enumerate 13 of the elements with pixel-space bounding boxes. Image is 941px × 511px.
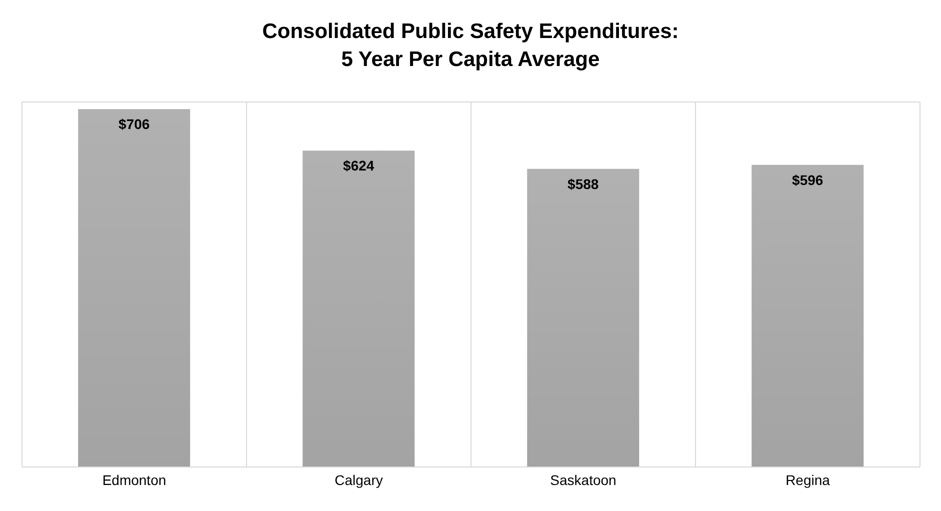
bar xyxy=(302,150,415,467)
bar xyxy=(752,164,864,467)
data-label: $624 xyxy=(343,158,374,174)
chart-title: Consolidated Public Safety Expenditures: 5 Year Per Capita Average xyxy=(261,19,680,73)
bar xyxy=(527,168,640,467)
x-tick-label: Edmonton xyxy=(102,472,166,488)
data-label: $706 xyxy=(118,116,150,132)
x-tick-label: Calgary xyxy=(334,472,383,488)
x-tick-label: Regina xyxy=(786,472,830,488)
data-label: $588 xyxy=(568,176,599,192)
data-label: $596 xyxy=(792,172,824,188)
x-tick-label: Saskatoon xyxy=(550,472,616,488)
bar xyxy=(78,109,190,467)
